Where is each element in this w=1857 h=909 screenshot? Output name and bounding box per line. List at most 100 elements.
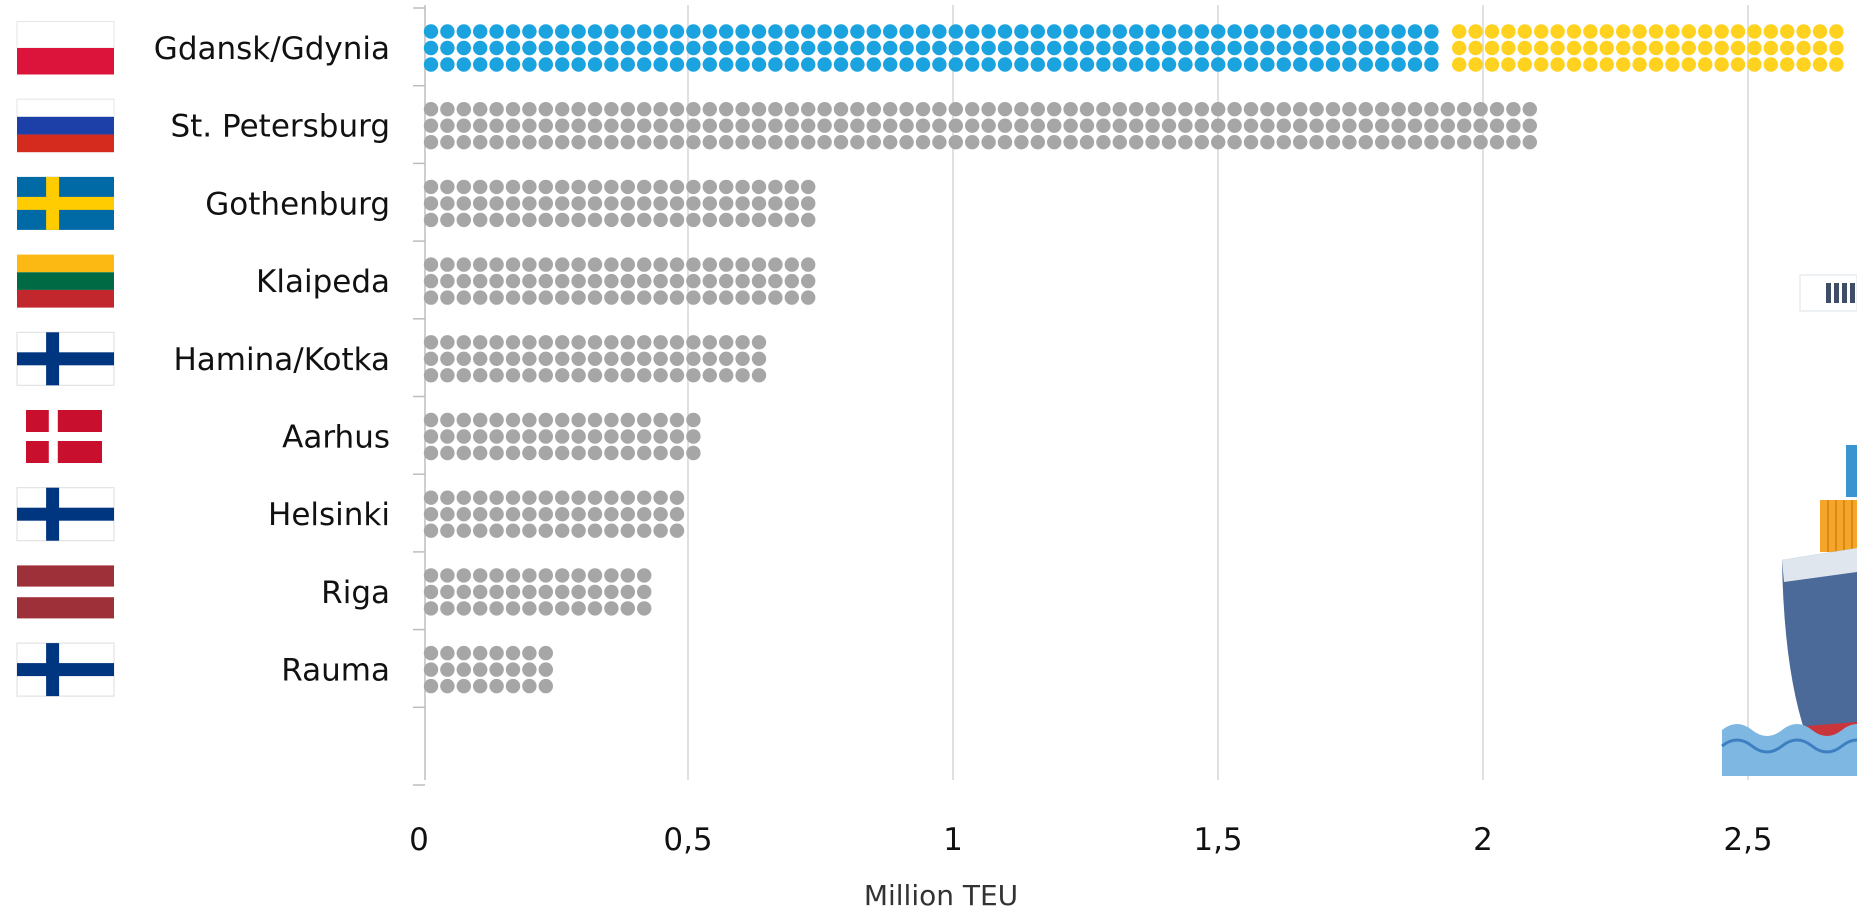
bar-dot (784, 196, 799, 211)
bar-dot (1096, 24, 1111, 39)
bar-dot (571, 179, 586, 195)
bar-dot (423, 212, 439, 228)
bar-dot (587, 351, 603, 366)
bar-dot (505, 568, 521, 583)
bar-dot (571, 290, 586, 305)
bar-dot (686, 102, 701, 117)
bar-dot (784, 273, 799, 289)
bar-dot (522, 57, 537, 72)
bar-segment (423, 102, 1538, 150)
bar-dot (555, 290, 570, 305)
bar-dot (620, 290, 635, 305)
bar-dot (604, 584, 619, 600)
bar-dot (1424, 57, 1439, 72)
bar-dot (1763, 40, 1779, 56)
bar-dot (915, 24, 931, 39)
bar-dot (1112, 118, 1128, 133)
bar-dot (1178, 24, 1193, 39)
bar-dot (555, 24, 570, 39)
bar-dot (604, 40, 619, 56)
bar-dot (1194, 57, 1210, 72)
flag-finland-icon (16, 331, 115, 386)
bar-dot (948, 57, 963, 72)
bar-dot (932, 57, 947, 72)
bar (423, 179, 816, 228)
bar-dot (1747, 40, 1762, 56)
bar-dot (440, 257, 455, 272)
bar-dot (1501, 24, 1516, 39)
port-label: Gdansk/Gdynia (154, 31, 390, 67)
bar-dot (456, 57, 471, 72)
bar-dot (538, 368, 553, 383)
bar-dot (1812, 40, 1828, 56)
flag-finland-icon (16, 642, 115, 697)
bar-dot (456, 429, 471, 444)
bar-dot (1145, 57, 1160, 72)
bar-dot (915, 102, 931, 117)
bar-dot (637, 335, 652, 350)
bar-dot (423, 368, 439, 383)
bar-dot (899, 24, 914, 39)
bar-dot (637, 273, 652, 289)
bar-dot (833, 40, 849, 56)
bar-dot (1407, 135, 1423, 150)
bar-dot (571, 118, 586, 133)
bar-dot (1047, 24, 1062, 39)
bar-dot (505, 523, 521, 538)
bar-dot (505, 212, 521, 228)
bar-dot (1473, 135, 1488, 150)
bar-dot (883, 135, 898, 150)
bar-dot (719, 118, 734, 133)
bar-dot (473, 179, 488, 195)
bar-dot (538, 445, 553, 461)
bar-dot (1473, 102, 1488, 117)
bar-dot (423, 257, 439, 272)
bar (423, 24, 1844, 72)
bar-dot (850, 135, 865, 150)
bar-dot (932, 118, 947, 133)
bar-dot (1030, 40, 1046, 56)
bar-dot (489, 429, 504, 444)
bar-dot (489, 135, 504, 150)
bar-dot (653, 24, 668, 39)
bar-dot (1079, 102, 1095, 117)
bar-dot (571, 412, 586, 428)
bar-dot (604, 601, 619, 616)
bar-dot (505, 135, 521, 150)
bar-dot (522, 368, 537, 383)
bar-dot (1714, 24, 1729, 39)
bar-dot (604, 24, 619, 39)
bar-dot (850, 24, 865, 39)
bar-dot (522, 196, 537, 211)
bar-dot (1714, 40, 1729, 56)
bar-dot (751, 212, 767, 228)
bar-dot (1178, 102, 1193, 117)
flag-sweden-icon (17, 176, 114, 230)
bar-dot (1293, 118, 1308, 133)
bar-dot (473, 678, 488, 694)
bar-dot (587, 179, 603, 195)
bar-dot (440, 662, 455, 677)
bar-dot (538, 412, 553, 428)
bar-dot (456, 601, 471, 616)
bar-dot (1047, 40, 1062, 56)
bar-dot (702, 273, 717, 289)
bar-dot (555, 368, 570, 383)
bar-dot (423, 57, 439, 72)
bar-dot (1063, 135, 1078, 150)
bar-dot (473, 351, 488, 366)
bar-dot (440, 196, 455, 211)
bar-dot (555, 196, 570, 211)
bar-dot (702, 179, 717, 195)
bar-dot (1063, 102, 1078, 117)
bar-dot (751, 257, 767, 272)
bar-dot (1063, 40, 1078, 56)
bar-dot (604, 507, 619, 522)
bar-dot (653, 40, 668, 56)
bar-dot (1243, 57, 1259, 72)
bar-dot (522, 429, 537, 444)
bar-dot (1243, 135, 1259, 150)
bar-dot (456, 290, 471, 305)
bar-dot (1129, 24, 1144, 39)
